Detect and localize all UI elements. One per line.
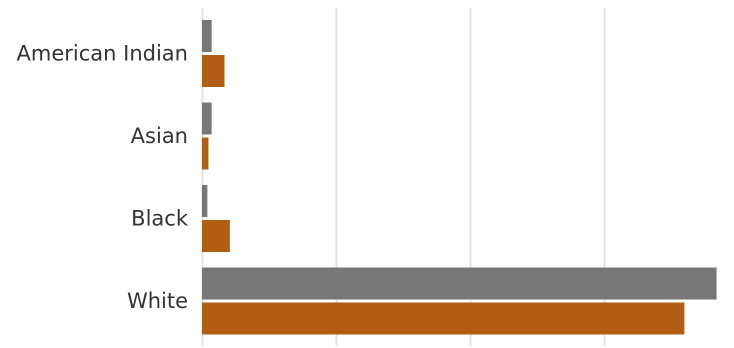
category-labels: American Indian Asian Black White <box>17 42 189 314</box>
bar-black-series-2 <box>202 220 230 252</box>
category-label-white: White <box>127 289 188 313</box>
bar-american-indian-series-2 <box>202 55 225 87</box>
bars <box>202 20 717 335</box>
bar-asian-series-2 <box>202 137 209 170</box>
bar-white-series-2 <box>202 302 685 335</box>
category-label-black: Black <box>131 207 189 231</box>
category-label-asian: Asian <box>131 124 188 148</box>
category-label-american-indian: American Indian <box>17 42 188 66</box>
bar-black-series-1 <box>202 185 208 217</box>
bar-american-indian-series-1 <box>202 20 212 52</box>
bar-white-series-1 <box>202 267 717 300</box>
bar-asian-series-1 <box>202 102 212 135</box>
